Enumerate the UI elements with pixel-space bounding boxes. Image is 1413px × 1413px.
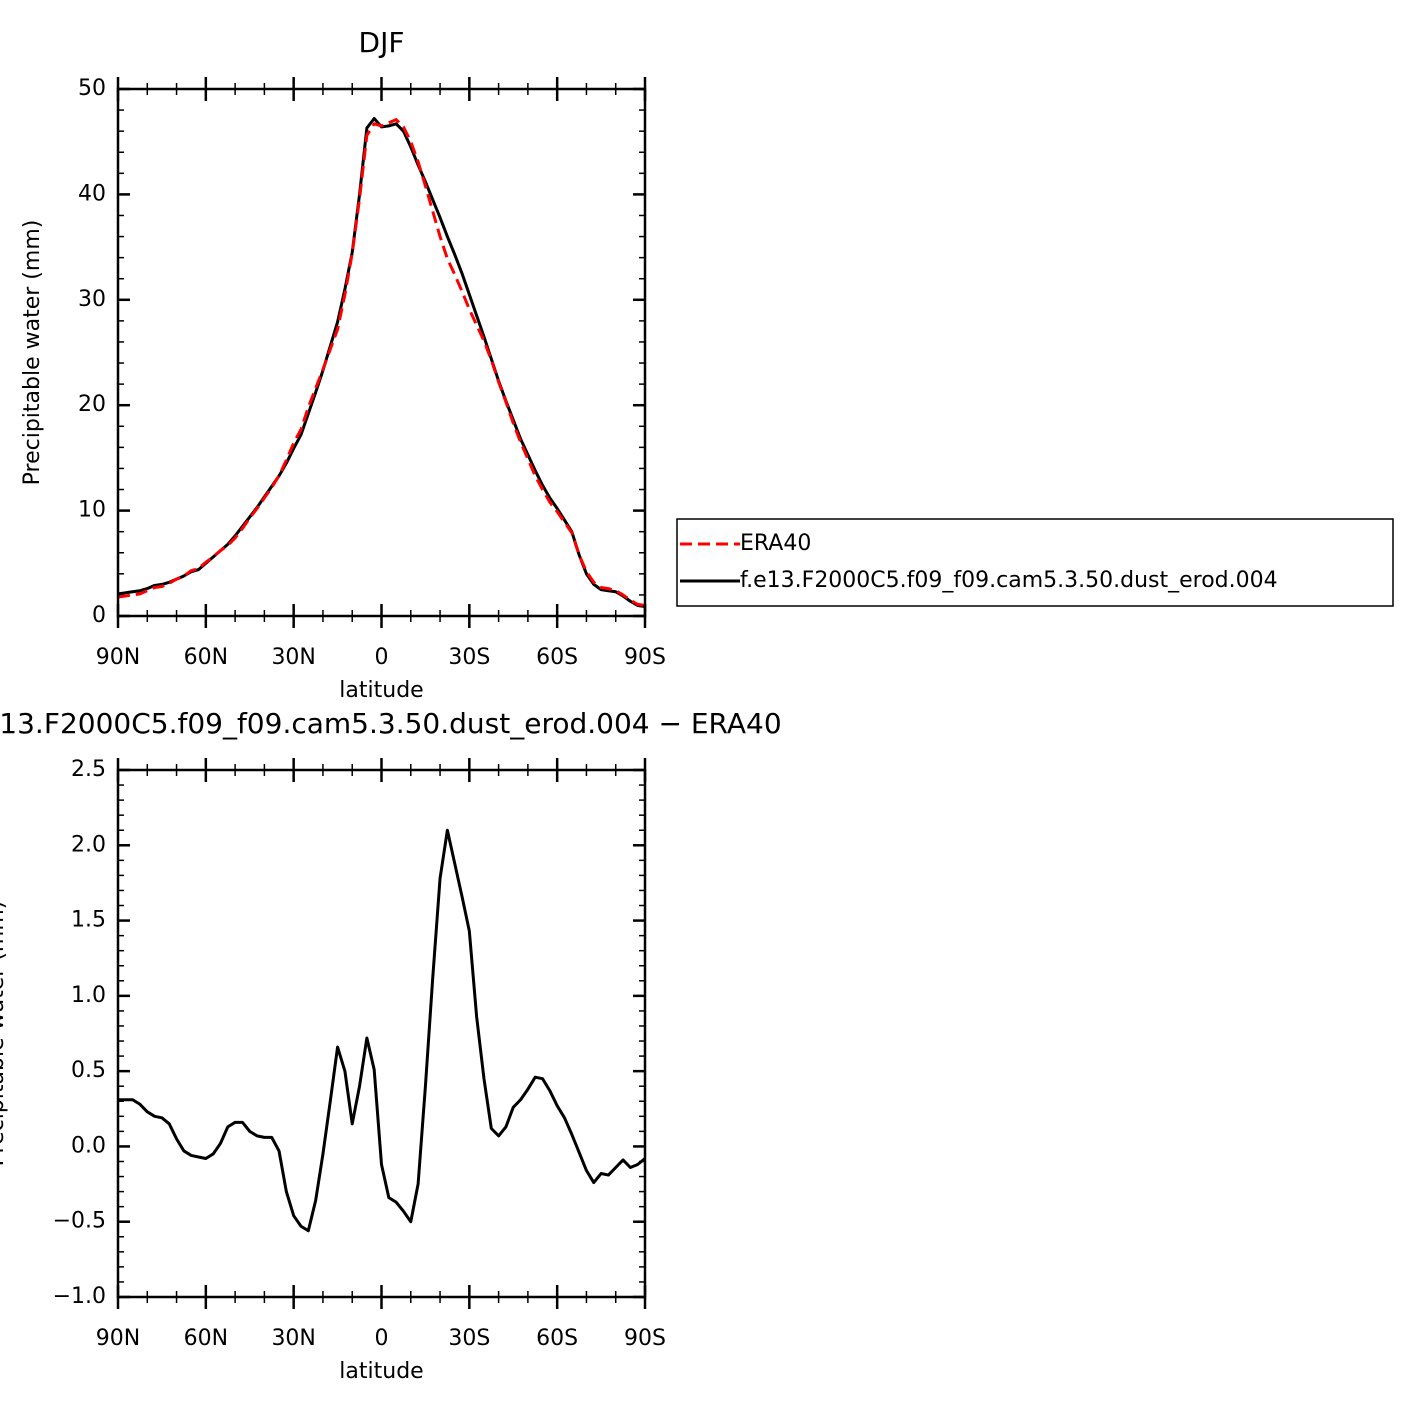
- x-tick-label: 60S: [536, 645, 578, 670]
- data-line: [117, 118, 646, 607]
- chart-title: f.e13.F2000C5.f09_f09.cam5.3.50.dust_ero…: [0, 707, 782, 740]
- x-tick-label: 90N: [96, 1326, 140, 1351]
- y-tick-label: 1.5: [71, 908, 106, 933]
- y-tick-label: 10: [78, 498, 106, 523]
- y-tick-label: 2.5: [71, 757, 106, 782]
- y-tick-label: 20: [78, 392, 106, 417]
- x-tick-label: 60N: [184, 1326, 228, 1351]
- y-tick-label: 40: [78, 181, 106, 206]
- x-tick-label: 60S: [536, 1326, 578, 1351]
- x-axis-label: latitude: [339, 1359, 423, 1384]
- y-tick-label: 30: [78, 287, 106, 312]
- y-tick-label: 50: [78, 76, 106, 101]
- x-tick-label: 0: [375, 645, 389, 670]
- chart-title: DJF: [359, 26, 405, 59]
- y-axis-label: Precipitable water (mm): [0, 901, 9, 1167]
- x-tick-label: 30N: [271, 1326, 315, 1351]
- y-tick-label: 0.5: [71, 1058, 106, 1083]
- x-axis-label: latitude: [339, 678, 423, 703]
- x-tick-label: 0: [375, 1326, 389, 1351]
- y-tick-label: −0.5: [53, 1209, 106, 1234]
- x-tick-label: 90S: [624, 645, 666, 670]
- x-tick-label: 30N: [271, 645, 315, 670]
- y-tick-label: 1.0: [71, 983, 106, 1008]
- x-tick-label: 90S: [624, 1326, 666, 1351]
- y-tick-label: 2.0: [71, 832, 106, 857]
- data-line: [117, 117, 646, 608]
- y-tick-label: −1.0: [53, 1284, 106, 1309]
- y-tick-label: 0.0: [71, 1133, 106, 1158]
- plot-frame: [116, 768, 647, 1299]
- y-tick-label: 0: [92, 603, 106, 628]
- x-tick-label: 60N: [184, 645, 228, 670]
- y-axis-label: Precipitable water (mm): [20, 220, 45, 486]
- legend-label: ERA40: [740, 531, 811, 556]
- x-tick-label: 30S: [448, 645, 490, 670]
- data-line: [118, 828, 646, 1233]
- plot-frame: [116, 87, 647, 618]
- x-tick-label: 90N: [96, 645, 140, 670]
- legend-label: f.e13.F2000C5.f09_f09.cam5.3.50.dust_ero…: [740, 568, 1278, 593]
- x-tick-label: 30S: [448, 1326, 490, 1351]
- legend-box: [676, 518, 1394, 607]
